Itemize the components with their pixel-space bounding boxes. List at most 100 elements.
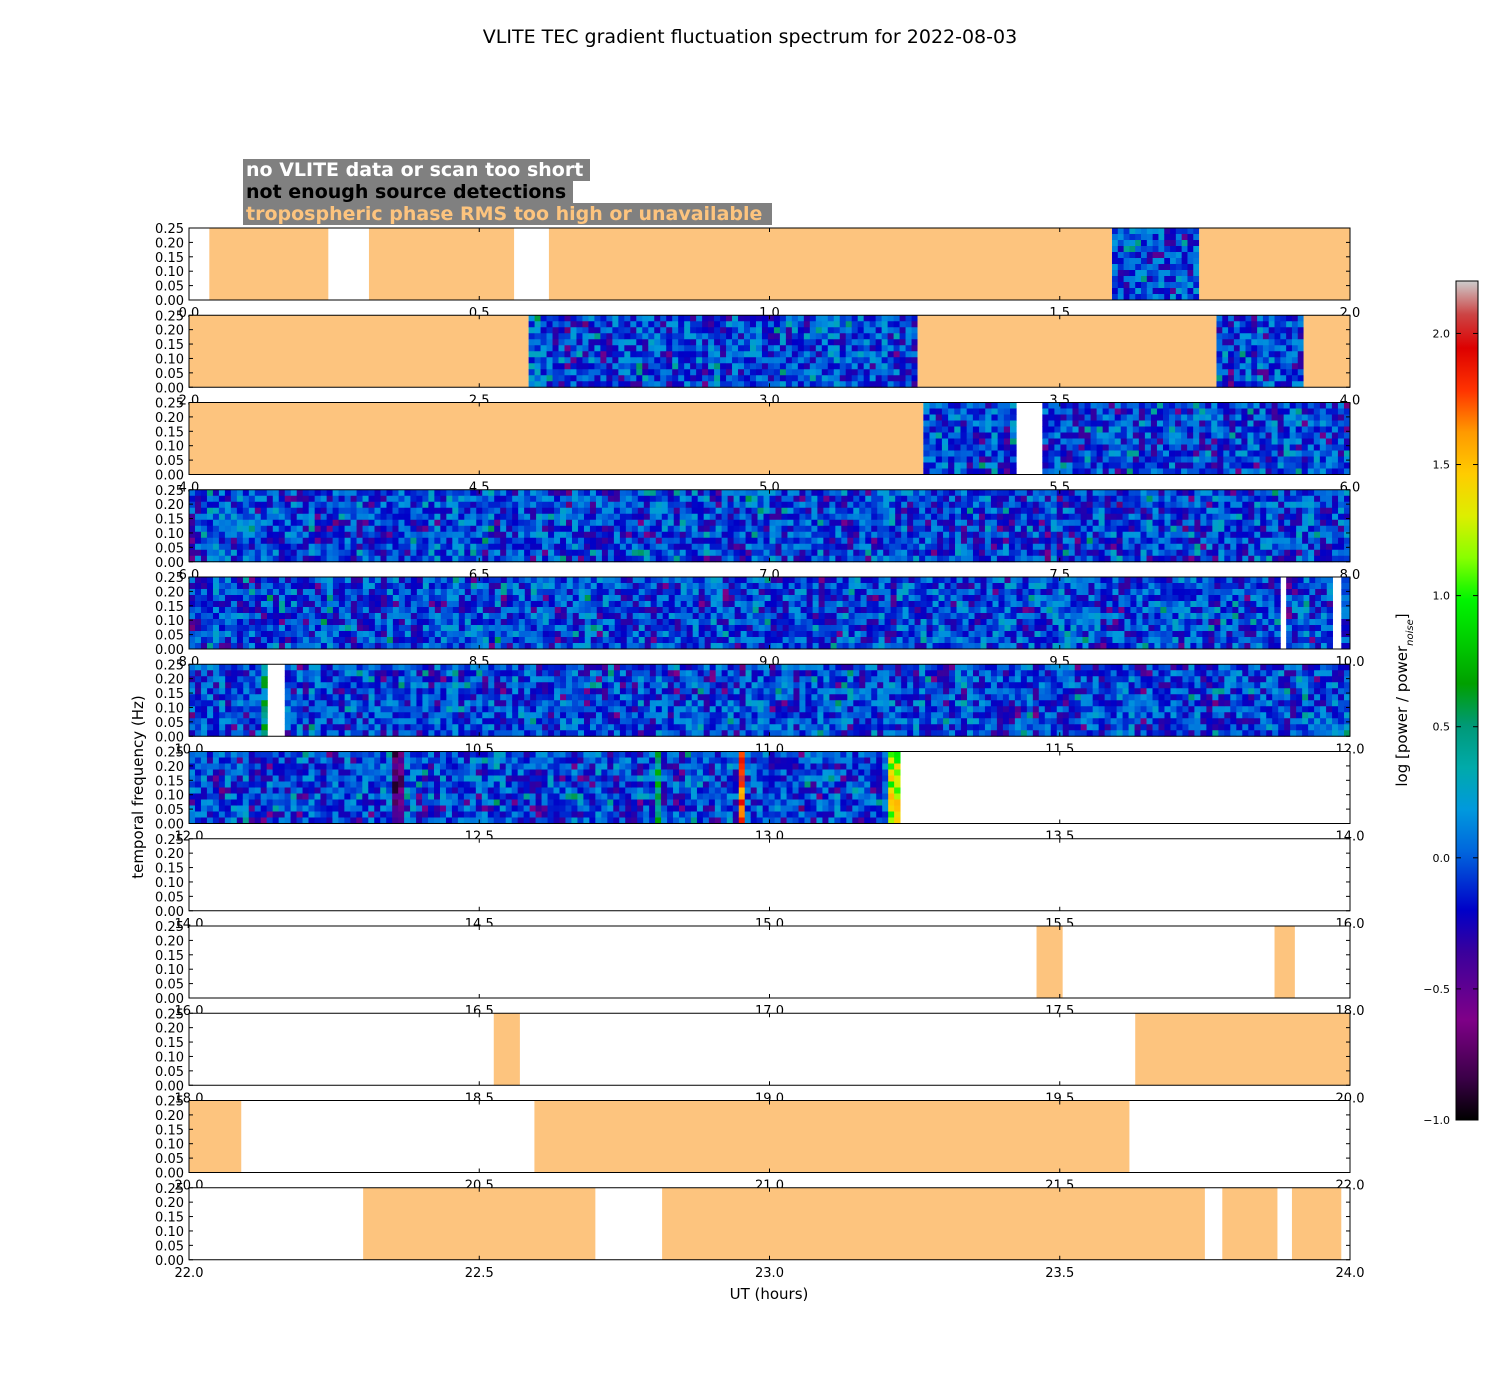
heatmap-cell (955, 555, 962, 563)
heatmap-cell (266, 531, 274, 539)
heatmap-cell (452, 537, 459, 545)
heatmap-cell (1337, 468, 1345, 475)
heatmap-cell (773, 315, 781, 322)
heatmap-cell (1223, 420, 1230, 427)
heatmap-cell (1230, 525, 1237, 533)
heatmap-cell (600, 345, 607, 352)
heatmap-cell (404, 631, 412, 638)
heatmap-cell (464, 631, 472, 638)
heatmap-cell (1296, 495, 1303, 503)
heatmap-cell (666, 345, 673, 352)
heatmap-cell (1123, 246, 1130, 253)
heatmap-cell (821, 375, 829, 382)
heatmap-cell (1056, 513, 1064, 521)
heatmap-cell (769, 507, 776, 515)
heatmap-cell (660, 381, 667, 388)
heatmap-cell (972, 513, 980, 521)
heatmap-cell (576, 339, 583, 346)
heatmap-cell (1128, 525, 1135, 533)
heatmap-cell (588, 381, 595, 388)
heatmap-cell (827, 381, 835, 388)
heatmap-cell (817, 525, 824, 533)
heatmap-cell (827, 321, 835, 328)
heatmap-cell (558, 369, 565, 376)
heatmap-cell (859, 525, 866, 533)
heatmap-cell (1277, 408, 1285, 415)
heatmap-cell (290, 589, 298, 596)
heatmap-cell (679, 549, 687, 557)
heatmap-cell (767, 315, 775, 322)
heatmap-cell (781, 507, 788, 515)
heatmap-cell (583, 513, 591, 521)
heatmap-cell (1181, 450, 1188, 457)
heatmap-cell (1338, 549, 1345, 557)
heatmap-cell (1268, 333, 1275, 340)
heatmap-cell (552, 351, 559, 358)
heatmap-cell (506, 507, 513, 515)
heatmap-cell (380, 643, 388, 650)
heatmap-cell (356, 507, 363, 515)
heatmap-cell (1170, 252, 1177, 259)
heatmap-cell (839, 315, 847, 322)
panel-0: 0.000.050.100.150.200.250.0 0.5 1.0 1.5 2.0 (155, 222, 1360, 321)
heatmap-cell (338, 625, 346, 632)
heatmap-cell (817, 537, 824, 545)
heatmap-cell (194, 495, 202, 503)
heatmap-cell (755, 363, 763, 370)
heatmap-cell (714, 369, 721, 376)
heatmap-cell (588, 369, 595, 376)
heatmap-cell (875, 381, 883, 388)
heatmap-cell (881, 345, 889, 352)
heatmap-cell (1123, 276, 1130, 283)
heatmap-cell (440, 589, 448, 596)
heatmap-cell (278, 619, 286, 626)
heatmap-cell (606, 327, 613, 334)
heatmap-cell (206, 595, 214, 602)
heatmap-cell (302, 643, 310, 650)
heatmap-cell (266, 637, 274, 644)
heatmap-cell (865, 537, 872, 545)
heatmap-cell (1277, 420, 1285, 427)
heatmap-cell (799, 543, 806, 551)
heatmap-cell (242, 513, 250, 521)
heatmap-cell (570, 375, 577, 382)
heatmap-cell (949, 495, 956, 503)
heatmap-cell (1297, 357, 1304, 364)
heatmap-cell (690, 375, 697, 382)
heatmap-cell (386, 601, 394, 608)
heatmap-cell (811, 537, 818, 545)
heatmap-cell (224, 543, 232, 551)
heatmap-cell (290, 625, 298, 632)
heatmap-cell (996, 543, 1004, 551)
heatmap-cell (817, 507, 824, 515)
heatmap-cell (1218, 513, 1225, 521)
heatmap-cell (1295, 426, 1303, 433)
heatmap-cell (440, 595, 448, 602)
heatmap-cell (1239, 339, 1246, 346)
heatmap-cell (761, 381, 769, 388)
heatmap-cell (761, 327, 769, 334)
heatmap-cell (332, 577, 340, 584)
heatmap-cell (1044, 549, 1052, 557)
heatmap-cell (248, 525, 256, 533)
heatmap-cell (883, 489, 890, 497)
heatmap-cell (1325, 444, 1333, 451)
heatmap-cell (767, 375, 775, 382)
heatmap-cell (236, 577, 244, 584)
heatmap-cell (696, 321, 703, 328)
heatmap-cell (194, 519, 202, 527)
heatmap-cell (189, 507, 196, 515)
heatmap-cell (631, 537, 639, 545)
heatmap-cell (1176, 501, 1183, 509)
heatmap-cell (979, 456, 986, 463)
heatmap-cell (877, 519, 884, 527)
heatmap-cell (779, 357, 787, 364)
heatmap-cell (1084, 456, 1091, 463)
heatmap-cell (1152, 276, 1159, 283)
heatmap-cell (1248, 501, 1255, 509)
heatmap-cell (248, 513, 256, 521)
heatmap-cell (458, 549, 465, 557)
heatmap-cell (392, 519, 399, 527)
heatmap-cell (1253, 462, 1260, 469)
heatmap-cell (779, 345, 787, 352)
